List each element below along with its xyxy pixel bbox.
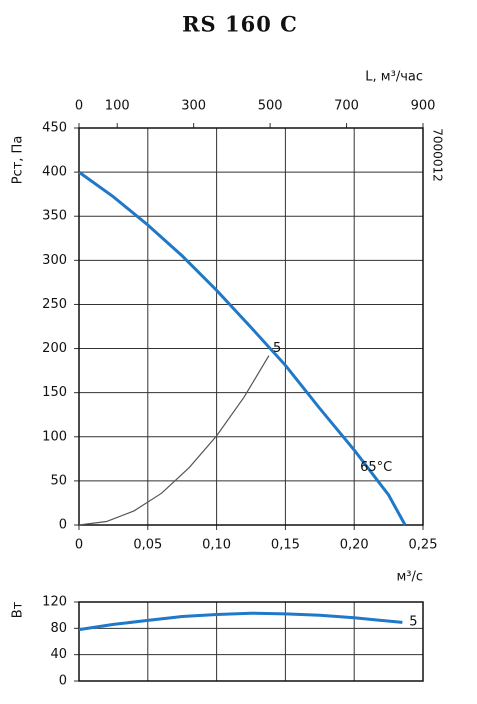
y-tick-label: 450 <box>42 121 67 136</box>
x2-tick-label: 0 <box>75 99 83 114</box>
y-tick-label: 120 <box>42 595 67 610</box>
curve <box>78 355 270 526</box>
annotation: 5 <box>273 341 281 356</box>
annotation: 65°C <box>360 460 392 475</box>
y-tick-label: 40 <box>50 647 67 662</box>
y-axis-label: Вт <box>11 601 26 618</box>
y-tick-label: 100 <box>42 429 67 444</box>
y-tick-label: 50 <box>50 473 67 488</box>
x-tick-label: 0,20 <box>340 538 369 553</box>
curve <box>78 170 407 526</box>
x-tick-label: 0,10 <box>202 538 231 553</box>
x-tick-label: 0 <box>75 538 83 553</box>
x2-tick-label: 500 <box>258 99 283 114</box>
plot-frame <box>78 127 424 526</box>
x-tick-label: 0,25 <box>409 538 438 553</box>
x-tick-label: 0,05 <box>133 538 162 553</box>
y-tick-label: 150 <box>42 385 67 400</box>
y-tick-label: 0 <box>59 518 67 533</box>
x-axis-label: м³/с <box>396 570 423 585</box>
y-tick-label: 80 <box>50 621 67 636</box>
y-axis-label: Pст, Па <box>11 136 26 185</box>
y-tick-label: 250 <box>42 297 67 312</box>
x2-tick-label: 700 <box>334 99 359 114</box>
plot-frame <box>78 601 424 682</box>
x2-axis-label: L, м³/час <box>365 70 423 85</box>
chart-title: RS 160 C <box>182 12 298 37</box>
x2-tick-label: 300 <box>181 99 206 114</box>
curve <box>78 611 403 632</box>
annotation: 5 <box>409 614 417 629</box>
y-tick-label: 350 <box>42 209 67 224</box>
x2-tick-label: 100 <box>105 99 130 114</box>
code-label: 7000012 <box>431 128 445 181</box>
x-tick-label: 0,15 <box>271 538 300 553</box>
y-tick-label: 400 <box>42 165 67 180</box>
x2-tick-label: 900 <box>411 99 436 114</box>
y-tick-label: 200 <box>42 341 67 356</box>
y-tick-label: 0 <box>59 674 67 689</box>
y-tick-label: 300 <box>42 253 67 268</box>
